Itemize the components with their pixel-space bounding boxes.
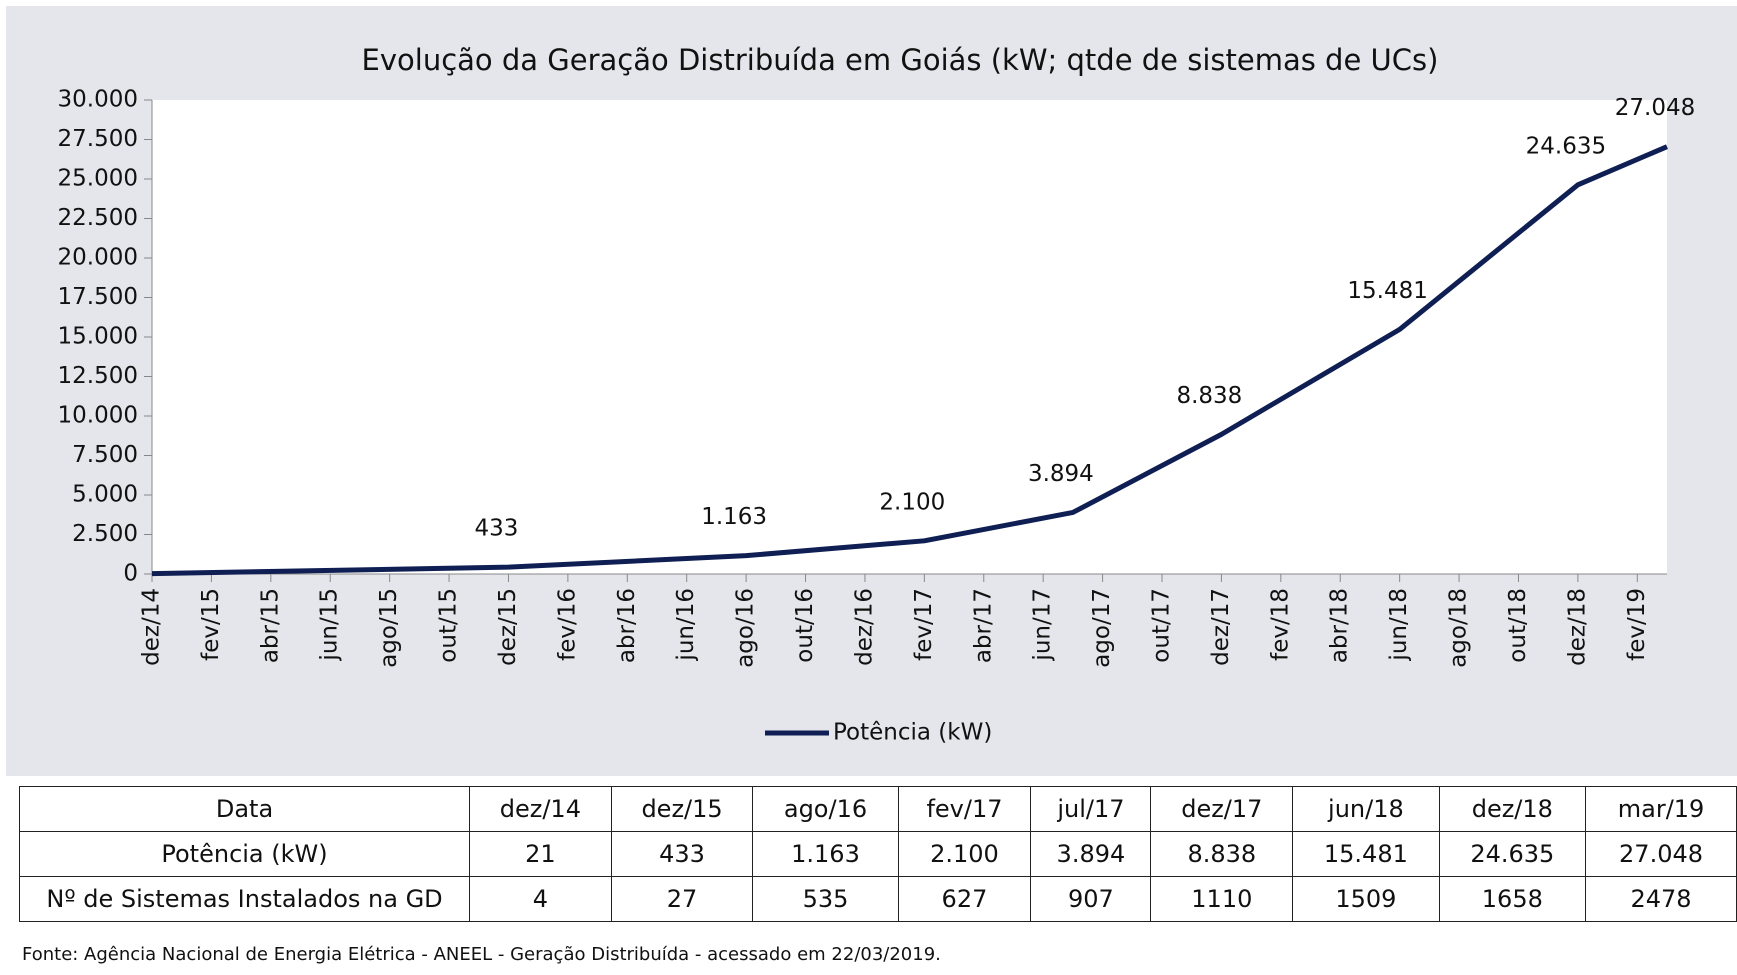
data-label: 8.838	[1176, 383, 1242, 409]
data-label: 2.100	[879, 489, 945, 515]
table-cell: 1658	[1438, 876, 1587, 922]
y-tick-label: 22.500	[58, 205, 138, 231]
x-tick-label: jun/18	[1386, 588, 1412, 662]
source-note: Fonte: Agência Nacional de Energia Elétr…	[22, 944, 941, 965]
y-tick-label: 27.500	[58, 126, 138, 152]
y-tick-label: 10.000	[58, 403, 138, 429]
y-tick-label: 2.500	[72, 521, 138, 547]
table-cell: 24.635	[1438, 831, 1587, 877]
table-cell: dez/17	[1150, 786, 1294, 832]
x-tick-label: ago/17	[1089, 588, 1115, 668]
table-cell: 15.481	[1292, 831, 1440, 877]
legend-label: Potência (kW)	[833, 720, 992, 746]
x-tick-label: abr/17	[970, 588, 996, 663]
table-cell: 2.100	[897, 831, 1032, 877]
data-label: 1.163	[701, 504, 767, 530]
y-tick-label: 5.000	[72, 482, 138, 508]
y-tick-label: 12.500	[58, 363, 138, 389]
plot-area	[152, 100, 1667, 574]
x-tick-label: fev/17	[911, 588, 937, 661]
series-line	[151, 144, 1668, 577]
y-tick-label: 0	[123, 561, 138, 587]
x-tick-label: jun/17	[1030, 588, 1056, 662]
table-cell: 1110	[1150, 876, 1294, 922]
x-tick-label: jun/15	[317, 588, 343, 662]
x-tick-label: dez/15	[495, 588, 521, 666]
x-tick-label: out/17	[1149, 588, 1175, 663]
table-cell: 907	[1030, 876, 1152, 922]
data-label: 24.635	[1526, 133, 1606, 159]
chart-title: Evolução da Geração Distribuída em Goiás…	[362, 43, 1439, 77]
table-cell: 433	[610, 831, 754, 877]
table-cell: 627	[897, 876, 1032, 922]
y-tick-label: 7.500	[72, 442, 138, 468]
chart: Evolução da Geração Distribuída em Goiás…	[6, 6, 1737, 776]
x-tick-label: out/18	[1505, 588, 1531, 663]
x-tick-label: out/16	[792, 588, 818, 663]
table-row: Data dez/14 dez/15 ago/16 fev/17 jul/17 dez/17…	[19, 786, 1737, 832]
table-cell: 4	[469, 876, 612, 922]
table-cell: Nº de Sistemas Instalados na GD	[19, 876, 470, 922]
x-tick-label: ago/18	[1446, 588, 1472, 668]
y-tick-label: 17.500	[58, 284, 138, 310]
x-tick-label: dez/16	[851, 588, 877, 666]
x-tick-label: ago/16	[733, 588, 759, 668]
y-tick-label: 25.000	[58, 166, 138, 192]
table-cell: 1.163	[752, 831, 899, 877]
table-cell: 1509	[1292, 876, 1440, 922]
x-tick-label: abr/15	[257, 588, 283, 663]
table-cell: 2478	[1585, 876, 1737, 922]
table-cell: 27.048	[1585, 831, 1737, 877]
table-cell: Data	[19, 786, 470, 832]
table-cell: 3.894	[1030, 831, 1152, 877]
data-label: 433	[475, 516, 519, 542]
y-tick-label: 20.000	[58, 245, 138, 271]
table-cell: jul/17	[1030, 786, 1152, 832]
x-tick-label: ago/15	[376, 588, 402, 668]
x-tick-label: fev/18	[1267, 588, 1293, 661]
data-label: 3.894	[1028, 461, 1094, 487]
table-cell: 535	[752, 876, 899, 922]
data-label: 27.048	[1615, 95, 1695, 121]
table-cell: dez/18	[1438, 786, 1587, 832]
table-cell: mar/19	[1585, 786, 1737, 832]
x-tick-label: jun/16	[673, 588, 699, 662]
table-cell: 8.838	[1150, 831, 1294, 877]
x-tick-label: abr/18	[1327, 588, 1353, 663]
y-tick-label: 15.000	[58, 324, 138, 350]
data-label: 15.481	[1347, 278, 1427, 304]
table-cell: fev/17	[897, 786, 1032, 832]
data-table: Data dez/14 dez/15 ago/16 fev/17 jul/17 dez/17…	[19, 786, 1737, 922]
x-tick-label: dez/18	[1564, 588, 1590, 666]
table-cell: dez/15	[610, 786, 754, 832]
x-tick-label: abr/16	[614, 588, 640, 663]
table-cell: 21	[469, 831, 612, 877]
x-tick-label: fev/19	[1624, 588, 1650, 661]
table-cell: ago/16	[752, 786, 899, 832]
table-row: Potência (kW) 21 433 1.163 2.100 3.894 8.838 15…	[19, 831, 1737, 877]
x-tick-label: fev/16	[554, 588, 580, 661]
x-tick-label: dez/17	[1208, 588, 1234, 666]
table-row: Nº de Sistemas Instalados na GD 4 27 535 627…	[19, 876, 1737, 922]
x-tick-label: dez/14	[139, 588, 165, 666]
x-tick-label: out/15	[436, 588, 462, 663]
table-cell: 27	[610, 876, 754, 922]
y-tick-label: 30.000	[58, 87, 138, 113]
table-cell: jun/18	[1292, 786, 1440, 832]
table-cell: Potência (kW)	[19, 831, 470, 877]
table-cell: dez/14	[469, 786, 612, 832]
x-tick-label: fev/15	[198, 588, 224, 661]
